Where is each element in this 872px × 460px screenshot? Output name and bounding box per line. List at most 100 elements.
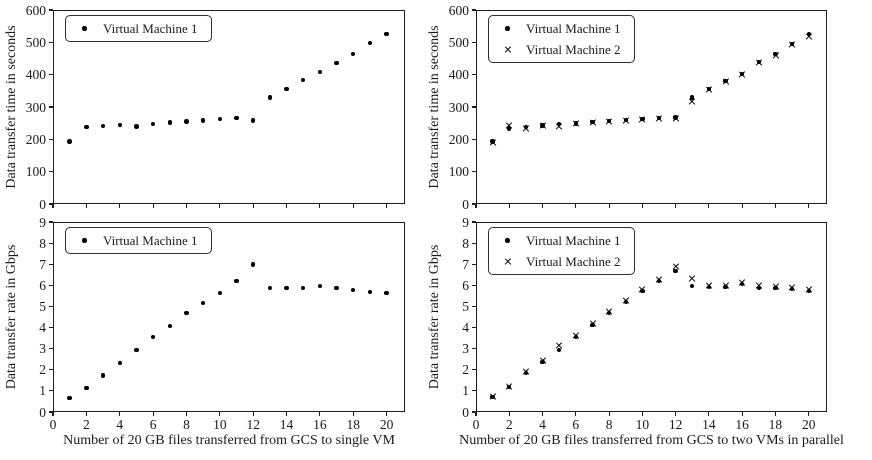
x-tick-mark bbox=[641, 204, 643, 208]
data-point-x bbox=[572, 121, 579, 128]
data-point-x bbox=[639, 116, 646, 123]
x-marker-icon bbox=[489, 258, 526, 265]
y-tick-mark bbox=[49, 305, 53, 307]
x-tick-label: 2 bbox=[505, 417, 513, 432]
x-tick-mark bbox=[808, 412, 810, 416]
data-point-x bbox=[705, 86, 712, 93]
y-axis-label: Data transfer time in seconds bbox=[427, 25, 442, 189]
y-tick-label: 300 bbox=[448, 99, 469, 115]
data-point-dot bbox=[234, 278, 239, 284]
data-point-x bbox=[522, 368, 529, 375]
y-tick-label: 8 bbox=[462, 235, 469, 251]
y-tick-mark bbox=[472, 305, 476, 307]
data-point-x bbox=[705, 282, 712, 289]
x-tick-mark bbox=[286, 412, 288, 416]
dot-marker-icon bbox=[66, 238, 103, 243]
x-tick-mark bbox=[575, 204, 577, 208]
x-tick-label: 16 bbox=[735, 417, 749, 432]
y-tick-mark bbox=[49, 390, 53, 392]
data-point-x bbox=[622, 117, 629, 124]
data-point-dot bbox=[267, 95, 273, 100]
data-point-dot bbox=[134, 124, 139, 129]
data-point-dot bbox=[351, 287, 356, 293]
y-tick-label: 0 bbox=[462, 196, 469, 212]
x-tick-label: 14 bbox=[279, 417, 294, 432]
x-tick-mark bbox=[774, 412, 776, 416]
x-tick-mark bbox=[541, 204, 544, 208]
data-point-x bbox=[489, 393, 496, 400]
plot-transfer-rate-two-vms: 0 1 2 3 4 5 6 7 8 9 0 2 4 6 8 10 12 14 16 18 20 Data transfer… bbox=[427, 215, 872, 460]
y-axis-label: Data transfer rate in Gbps bbox=[427, 244, 442, 390]
data-point-x bbox=[622, 297, 629, 304]
data-point-x bbox=[556, 123, 563, 130]
x-tick-mark bbox=[319, 204, 321, 208]
x-tick-mark bbox=[675, 204, 677, 208]
y-tick-label: 6 bbox=[39, 277, 46, 293]
y-tick-label: 5 bbox=[39, 298, 46, 314]
x-tick-label: 18 bbox=[346, 417, 361, 432]
data-point-x bbox=[689, 275, 696, 282]
data-point-x bbox=[722, 282, 729, 289]
x-tick-mark bbox=[85, 412, 87, 416]
y-tick-label: 9 bbox=[462, 214, 469, 230]
axes-frame bbox=[476, 10, 827, 204]
data-point-dot bbox=[167, 323, 172, 329]
dot-marker-icon bbox=[66, 26, 103, 31]
y-tick-mark bbox=[49, 41, 53, 43]
x-tick-mark bbox=[185, 204, 187, 208]
data-point-dot bbox=[184, 310, 189, 316]
plot-transfer-rate-single-vm: 0 1 2 3 4 5 6 7 8 9 0 2 4 6 8 10 12 14 16 18 20 Data transfer… bbox=[0, 215, 436, 460]
x-tick-label: 4 bbox=[539, 417, 546, 432]
y-tick-label: 1 bbox=[39, 383, 46, 399]
data-point-x bbox=[689, 98, 696, 105]
y-tick-mark bbox=[49, 106, 53, 108]
data-point-x bbox=[606, 308, 613, 315]
y-tick-mark bbox=[472, 369, 476, 371]
y-tick-mark bbox=[49, 203, 53, 205]
y-tick-mark bbox=[472, 41, 476, 43]
data-point-x bbox=[805, 286, 812, 293]
data-point-dot bbox=[673, 268, 678, 274]
data-point-dot bbox=[250, 262, 256, 267]
data-point-dot bbox=[100, 123, 106, 128]
y-tick-label: 7 bbox=[462, 256, 469, 272]
data-point-x bbox=[722, 78, 729, 85]
y-tick-mark bbox=[472, 171, 476, 173]
y-tick-label: 6 bbox=[462, 277, 469, 293]
data-point-dot bbox=[67, 139, 72, 144]
legend-entry: Virtual Machine 1 bbox=[66, 230, 207, 251]
x-tick-label: 6 bbox=[149, 417, 157, 432]
y-tick-mark bbox=[49, 327, 53, 329]
x-tick-mark bbox=[52, 412, 54, 416]
y-tick-label: 2 bbox=[462, 362, 469, 378]
x-tick-mark bbox=[475, 204, 477, 208]
x-tick-mark bbox=[708, 204, 710, 208]
x-marker-icon bbox=[489, 46, 526, 53]
data-point-x bbox=[522, 125, 529, 132]
x-marker-glyph bbox=[504, 46, 511, 53]
data-point-dot bbox=[301, 285, 306, 291]
x-tick-label: 18 bbox=[768, 417, 783, 432]
y-tick-label: 400 bbox=[448, 67, 469, 83]
y-tick-mark bbox=[472, 9, 476, 11]
data-point-dot bbox=[84, 385, 89, 390]
data-point-dot bbox=[150, 334, 156, 340]
y-tick-label: 600 bbox=[25, 2, 46, 18]
x-tick-mark bbox=[119, 204, 121, 208]
data-point-x bbox=[672, 115, 679, 122]
x-tick-label: 12 bbox=[246, 417, 260, 432]
legend-entry: Virtual Machine 2 bbox=[489, 251, 630, 272]
data-point-dot bbox=[317, 283, 323, 289]
y-tick-label: 500 bbox=[25, 34, 46, 50]
data-point-dot bbox=[351, 51, 356, 57]
dot-marker-glyph bbox=[505, 26, 510, 31]
x-tick-label: 0 bbox=[49, 417, 57, 432]
y-tick-label: 500 bbox=[448, 34, 469, 50]
data-point-x bbox=[572, 332, 579, 339]
y-tick-label: 400 bbox=[25, 67, 46, 83]
x-tick-mark bbox=[185, 412, 187, 416]
data-point-dot bbox=[690, 283, 695, 289]
x-tick-mark bbox=[352, 412, 354, 416]
data-point-dot bbox=[367, 40, 373, 46]
data-point-x bbox=[506, 122, 513, 129]
